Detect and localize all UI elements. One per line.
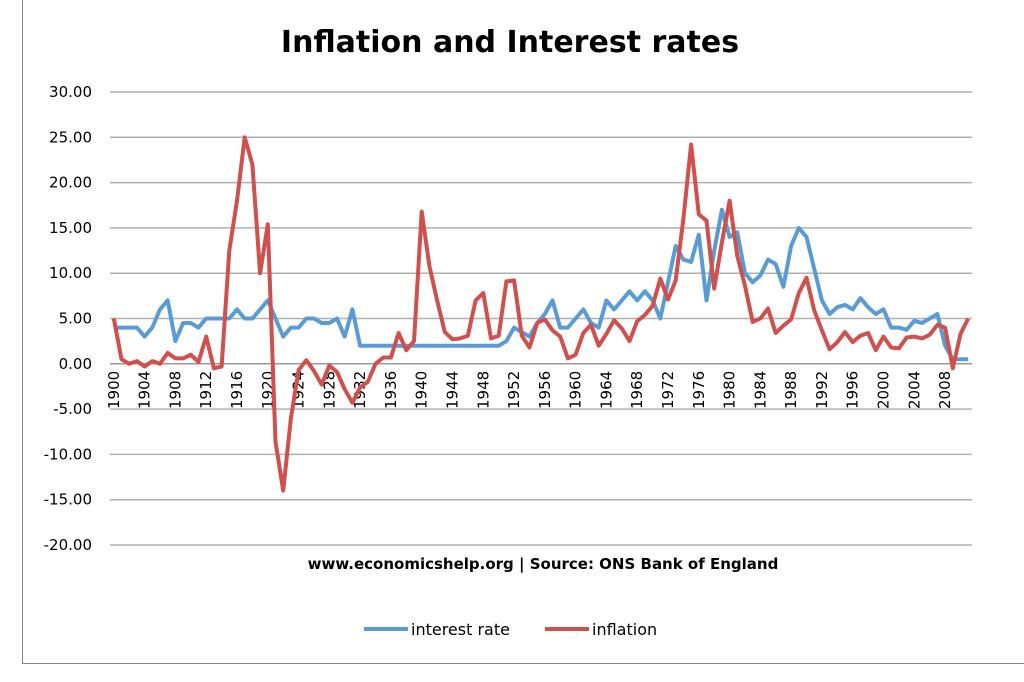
series-line-interest-rate (113, 207, 969, 362)
legend-label-interest-rate: interest rate (411, 620, 510, 639)
x-tick-label: 1964 (597, 371, 615, 409)
chart-frame (22, 0, 1024, 664)
y-tick-label: -5.00 (53, 400, 92, 418)
x-tick-label: 1976 (690, 371, 708, 409)
y-tick-label: 30.00 (49, 83, 92, 101)
x-tick-label: 1996 (844, 371, 862, 409)
legend: interest rate inflation (364, 620, 657, 639)
x-tick-label: 1904 (136, 371, 154, 409)
y-tick-label: 15.00 (49, 219, 92, 237)
y-tick-label: 10.00 (49, 264, 92, 282)
x-tick-label: 1984 (751, 371, 769, 409)
x-tick-label: 1940 (413, 371, 431, 409)
y-tick-label: -15.00 (44, 491, 92, 509)
x-tick-label: 1916 (228, 371, 246, 409)
y-tick-label: 0.00 (59, 355, 92, 373)
x-tick-label: 1944 (443, 371, 461, 409)
x-tick-label: 1936 (382, 371, 400, 409)
x-tick-label: 1988 (782, 371, 800, 409)
source-annotation: www.economicshelp.org | Source: ONS Bank… (308, 555, 779, 574)
x-tick-label: 1912 (197, 371, 215, 409)
x-tick-label: 1960 (567, 371, 585, 409)
x-tick-label: 1956 (536, 371, 554, 409)
x-tick-label: 1968 (628, 371, 646, 409)
y-tick-label: 25.00 (49, 128, 92, 146)
x-tick-label: 2000 (874, 371, 892, 409)
x-tick-label: 1900 (105, 371, 123, 409)
x-tick-label: 1992 (813, 371, 831, 409)
series-lines (111, 135, 970, 493)
y-tick-label: -20.00 (44, 536, 92, 554)
y-axis: 30.00 25.00 20.00 15.00 10.00 5.00 0.00 -5.00 -1… (44, 83, 92, 554)
gridlines (110, 91, 972, 546)
x-tick-label: 2004 (905, 371, 923, 409)
x-tick-label: 2008 (936, 371, 954, 409)
x-tick-label: 1952 (505, 371, 523, 409)
x-tick-label: 1948 (474, 371, 492, 409)
y-tick-label: -10.00 (44, 445, 92, 463)
series-line-inflation (111, 135, 970, 493)
x-tick-label: 1972 (659, 371, 677, 409)
x-tick-label: 1908 (166, 371, 184, 409)
x-axis: 1900 1904 1908 1912 1916 1920 1924 1928 1932 1936… (105, 363, 972, 409)
y-tick-label: 20.00 (49, 174, 92, 192)
chart-title: Inflation and Interest rates (281, 25, 739, 60)
x-tick-label: 1980 (721, 371, 739, 409)
legend-label-inflation: inflation (592, 620, 657, 639)
y-tick-label: 5.00 (59, 310, 92, 328)
